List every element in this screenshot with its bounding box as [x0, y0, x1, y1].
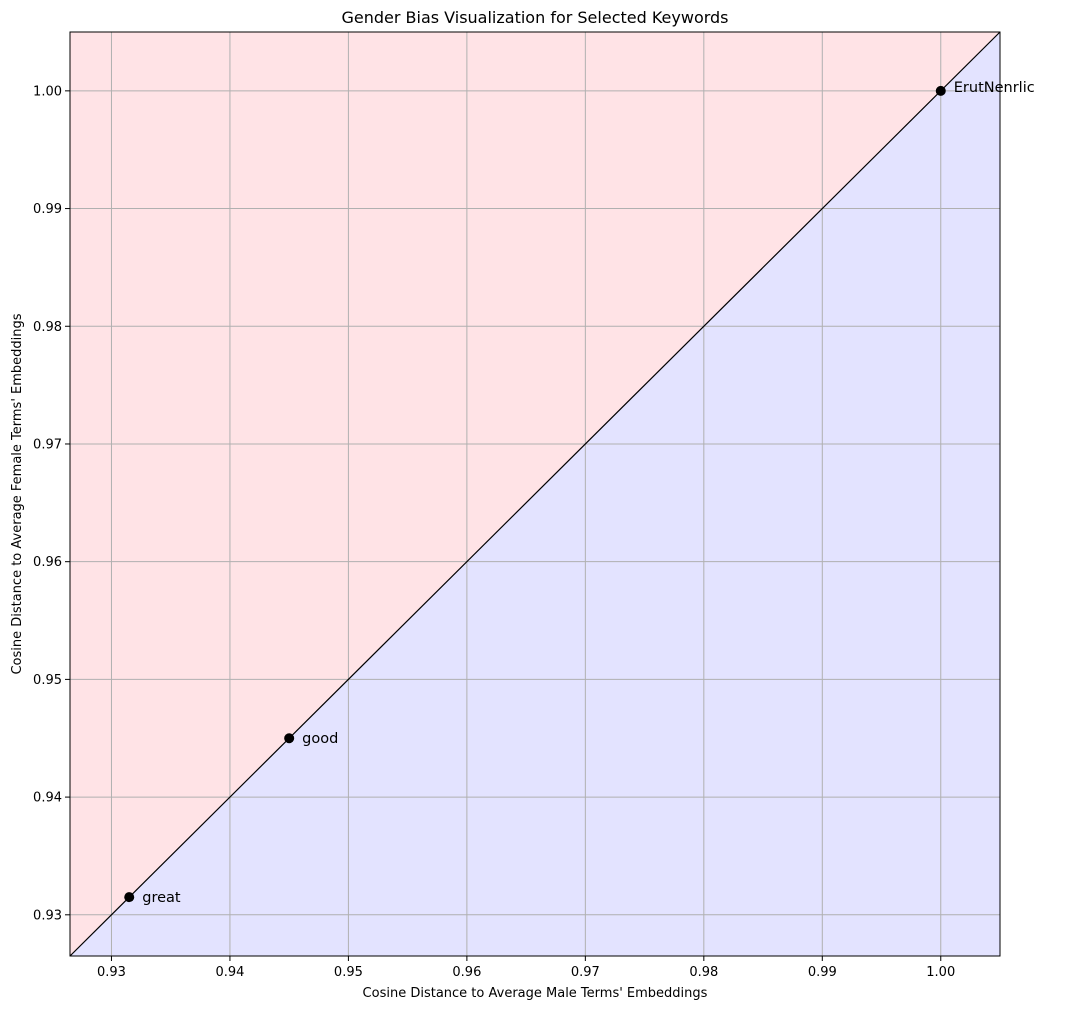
- point-label: good: [302, 731, 338, 747]
- y-tick-label: 0.99: [33, 202, 62, 217]
- x-tick-label: 0.96: [452, 965, 481, 980]
- data-point: [124, 892, 135, 903]
- x-axis-ticks: 0.93 0.94 0.95 0.96 0.97 0.98 0.99 1.00: [97, 956, 955, 980]
- x-axis-label: Cosine Distance to Average Male Terms' E…: [363, 986, 708, 1001]
- x-tick-label: 0.94: [215, 965, 244, 980]
- x-tick-label: 0.99: [808, 965, 837, 980]
- x-tick-label: 0.93: [97, 965, 126, 980]
- y-tick-label: 0.94: [33, 791, 62, 806]
- data-point: [284, 733, 295, 744]
- y-tick-label: 1.00: [33, 84, 62, 99]
- chart-title: Gender Bias Visualization for Selected K…: [341, 8, 728, 27]
- grid: [70, 32, 1000, 956]
- y-tick-label: 0.98: [33, 320, 62, 335]
- axes-frame: [69, 31, 1001, 957]
- y-tick-label: 0.96: [33, 555, 62, 570]
- overlapping-point-labels: ErutNenrlic: [954, 80, 1035, 96]
- diagonal-line: [69, 31, 1001, 957]
- x-tick-label: 0.98: [689, 965, 718, 980]
- y-axis-ticks: 0.93 0.94 0.95 0.96 0.97 0.98 0.99 1.00: [33, 84, 70, 923]
- x-tick-label: 0.95: [334, 965, 363, 980]
- x-tick-label: 0.97: [571, 965, 600, 980]
- point-label: great: [142, 890, 181, 906]
- y-axis-label: Cosine Distance to Average Female Terms'…: [10, 313, 25, 674]
- y-tick-label: 0.95: [33, 673, 62, 688]
- data-points: great good: [124, 85, 946, 906]
- x-tick-label: 1.00: [926, 965, 955, 980]
- y-tick-label: 0.97: [33, 437, 62, 452]
- y-tick-label: 0.93: [33, 908, 62, 923]
- data-point: [935, 85, 946, 96]
